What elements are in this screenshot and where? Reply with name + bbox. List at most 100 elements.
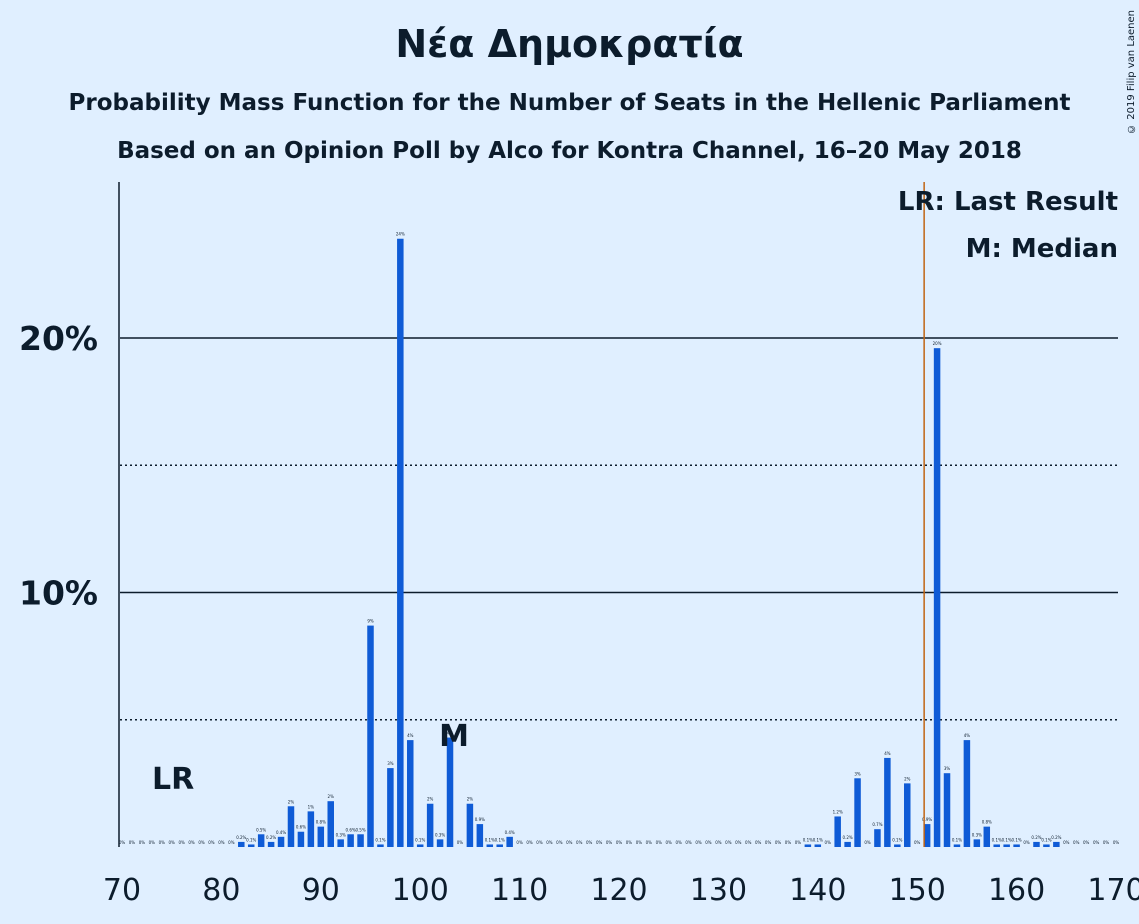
bar[interactable] — [943, 773, 951, 847]
bar[interactable] — [436, 839, 444, 847]
bar-value-label: 0.2% — [1031, 835, 1041, 840]
bar[interactable] — [486, 844, 494, 847]
bar[interactable] — [1043, 844, 1050, 847]
bar[interactable] — [844, 841, 851, 847]
last-result-marker-label: LR — [152, 762, 194, 797]
bar-value-label: 0.1% — [892, 837, 902, 842]
bar[interactable] — [1033, 841, 1040, 847]
bar[interactable] — [407, 740, 414, 847]
bar-value-label: 0% — [129, 840, 136, 845]
bar[interactable] — [267, 841, 275, 847]
bar[interactable] — [854, 778, 861, 847]
bar[interactable] — [496, 844, 503, 847]
bar-value-label: 0% — [745, 840, 752, 845]
bar-value-label: 0.1% — [415, 837, 425, 842]
bar[interactable] — [287, 806, 295, 847]
bar-value-label: 0% — [536, 840, 543, 845]
bar-value-label: 2% — [288, 799, 295, 804]
x-tick-label: 100 — [392, 873, 449, 908]
bar[interactable] — [337, 839, 344, 847]
bar-value-label: 1.2% — [833, 809, 843, 814]
y-tick-label: 10% — [19, 574, 98, 613]
bar-value-label: 0.8% — [316, 820, 326, 825]
bar[interactable] — [894, 844, 901, 847]
bar-value-label: 0% — [785, 840, 792, 845]
bar-value-label: 0% — [914, 840, 921, 845]
bar-value-label: 0% — [198, 840, 205, 845]
bar-value-label: 0.1% — [485, 837, 495, 842]
bar[interactable] — [357, 834, 364, 847]
bar[interactable] — [317, 826, 325, 847]
bar-value-label: 0% — [1073, 840, 1080, 845]
bar-value-label: 0% — [705, 840, 712, 845]
x-tick-label: 170 — [1087, 873, 1139, 908]
bar[interactable] — [814, 844, 822, 847]
bar[interactable] — [874, 829, 881, 847]
bar-value-label: 0% — [1103, 840, 1110, 845]
bar[interactable] — [367, 625, 374, 847]
bar-value-label: 0% — [188, 840, 195, 845]
x-tick-label: 90 — [302, 873, 340, 908]
y-tick-label: 20% — [19, 319, 98, 358]
bar[interactable] — [247, 844, 255, 847]
bar[interactable] — [993, 844, 1000, 847]
bar[interactable] — [347, 834, 354, 847]
bar[interactable] — [416, 844, 424, 847]
bar[interactable] — [1053, 841, 1060, 847]
bar-value-label: 3% — [854, 771, 861, 776]
bar-value-label: 0% — [159, 840, 166, 845]
bar-value-label: 0% — [626, 840, 633, 845]
bar-value-label: 0.6% — [346, 827, 356, 832]
x-tick-label: 160 — [988, 873, 1045, 908]
bar-value-label: 0% — [516, 840, 523, 845]
bar[interactable] — [804, 844, 812, 847]
bar-value-label: 0.4% — [505, 830, 515, 835]
bar[interactable] — [307, 811, 315, 847]
bar[interactable] — [476, 824, 484, 847]
bar-value-label: 2% — [904, 776, 911, 781]
bar-value-label: 0% — [576, 840, 583, 845]
bar-value-label: 0% — [149, 840, 156, 845]
bar[interactable] — [983, 826, 991, 847]
bar[interactable] — [377, 844, 384, 847]
bar-value-label: 0% — [169, 840, 176, 845]
bar-value-label: 2% — [328, 794, 335, 799]
bar[interactable] — [933, 348, 941, 847]
bar-value-label: 0.9% — [475, 817, 485, 822]
bar-value-label: 0.1% — [1002, 837, 1012, 842]
bar[interactable] — [973, 839, 981, 847]
bar-value-label: 0% — [735, 840, 742, 845]
bar[interactable] — [387, 768, 394, 847]
bar[interactable] — [277, 836, 285, 847]
bar[interactable] — [426, 803, 434, 847]
bar[interactable] — [1003, 844, 1010, 847]
bar[interactable] — [923, 824, 931, 847]
bar[interactable] — [884, 757, 891, 847]
bar-value-label: 0.1% — [813, 837, 823, 842]
bar[interactable] — [834, 816, 841, 847]
bar[interactable] — [466, 803, 474, 847]
bar-value-label: 0.2% — [1051, 835, 1061, 840]
bar-value-label: 3% — [944, 766, 951, 771]
bar-value-label: 0% — [636, 840, 643, 845]
bar-value-label: 0% — [566, 840, 573, 845]
bar[interactable] — [446, 737, 454, 847]
bar[interactable] — [327, 801, 334, 847]
bar-value-label: 0% — [546, 840, 553, 845]
bar[interactable] — [238, 841, 245, 847]
bar-value-label: 0.3% — [972, 832, 982, 837]
bar-labels-group: 0% 0% 0% 0% 0% 0% 0% 0% 0% 0% 0% 0%0.2%0.1%0.5%0.2%… — [119, 232, 1120, 845]
bar[interactable] — [397, 238, 404, 847]
bar[interactable] — [297, 831, 305, 847]
bar-value-label: 24% — [396, 232, 405, 237]
bar[interactable] — [963, 740, 971, 847]
x-tick-label: 120 — [590, 873, 647, 908]
bar[interactable] — [904, 783, 911, 847]
bar[interactable] — [257, 834, 265, 847]
axes-group: 70 80 90 100 110 120 130 140 150 160 170 10% 20% — [19, 182, 1139, 908]
bar[interactable] — [953, 844, 961, 847]
bar-value-label: 0% — [765, 840, 772, 845]
bar-value-label: 0% — [616, 840, 623, 845]
bar[interactable] — [1013, 844, 1020, 847]
bar[interactable] — [506, 836, 513, 847]
